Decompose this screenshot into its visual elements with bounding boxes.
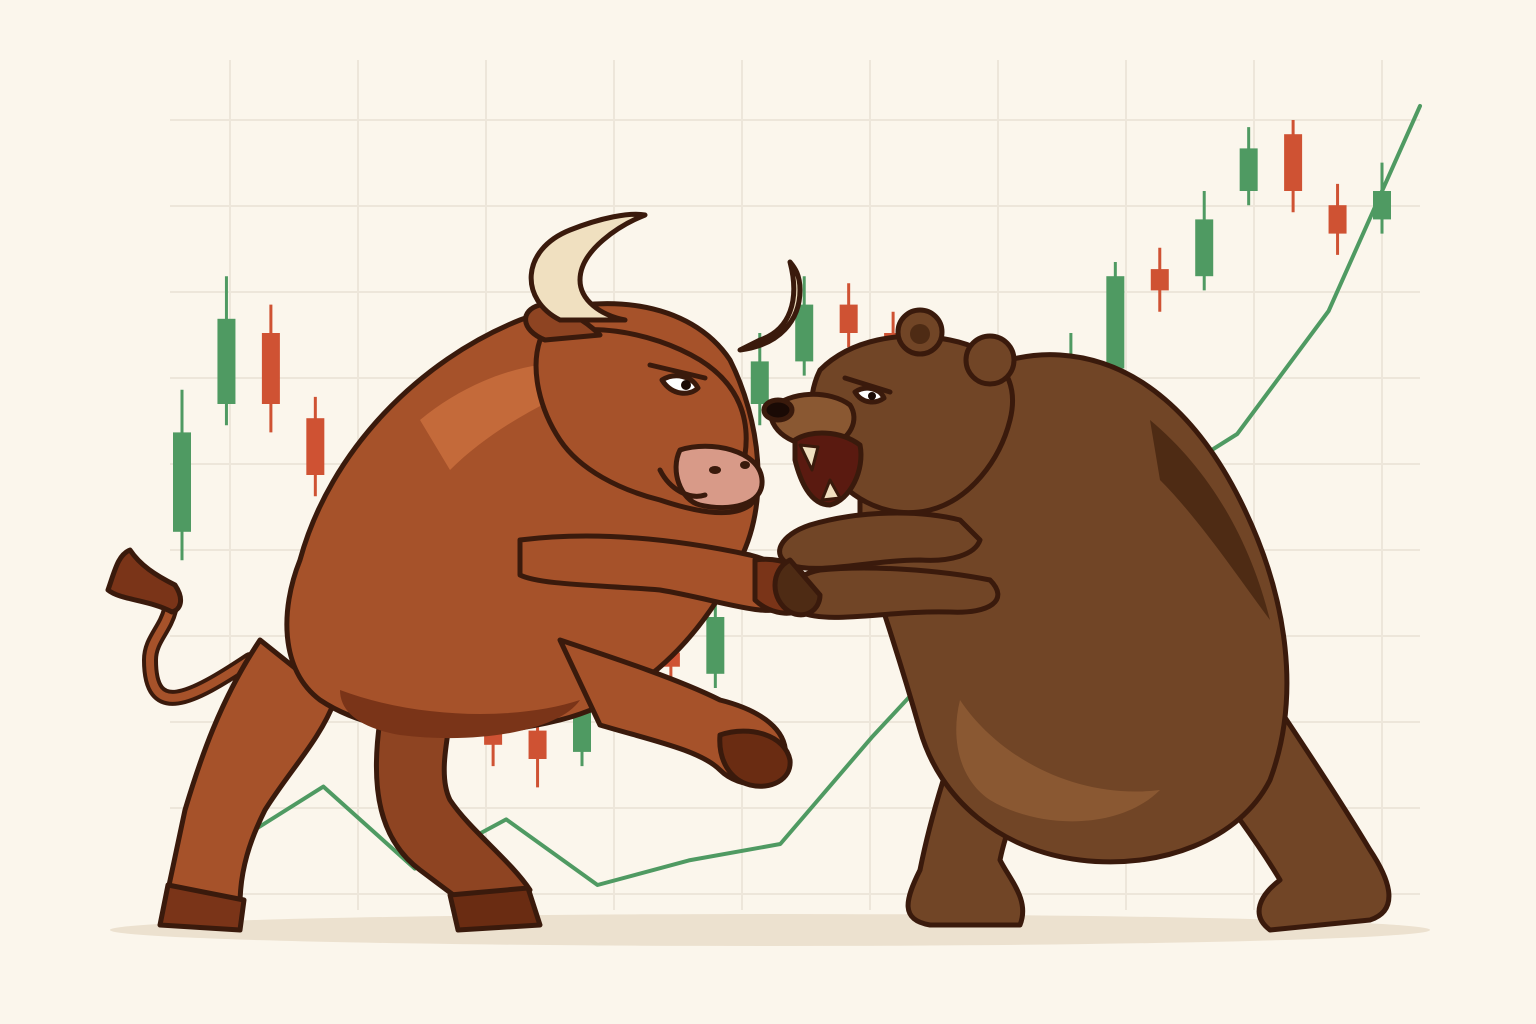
bull-horn-right [737,259,803,353]
bull-front-hoof [717,728,793,789]
candle-down [1150,269,1169,291]
bull-nostril [709,466,721,474]
bull-back-hoof-2 [447,885,543,933]
bull-back-leg-2 [373,717,533,903]
ground-shadow [110,914,1430,946]
candle-up [795,304,814,362]
bear-paw [772,557,823,618]
bull-illustration [105,211,814,933]
bear-illustration [761,307,1392,933]
candle-up [1195,219,1214,277]
candle-down [528,730,547,759]
candle-up [750,361,769,404]
bull-brow [647,362,708,381]
bull-tail-tuft [105,547,184,615]
candle-up [573,709,591,752]
bear-belly-light [956,700,1160,822]
candle-up [173,432,191,532]
candle-up [1239,148,1258,191]
bull-horn-left [528,211,648,323]
bear-nose [761,397,795,423]
bull-belly-shade [340,690,580,739]
bear-tooth-bottom [820,478,842,502]
bull-nostril-2 [740,461,750,469]
bull-tail-inner [146,606,254,702]
bear-ear-2 [963,333,1017,387]
bear-ear-inner [910,324,930,344]
bear-brow [842,375,893,395]
bull-pupil [681,380,691,390]
bull-back-hoof [157,882,247,933]
candle-down [839,304,858,333]
bear-back-shade [1150,420,1270,620]
candle-up [217,318,236,404]
bear-pupil [868,392,876,400]
candle-up [706,617,725,674]
bull-back-leg [165,637,338,908]
bull-snout [673,443,765,510]
bear-tooth-top [798,443,820,472]
candle-down [1328,205,1347,234]
candle-down [1284,134,1303,191]
candle-up [1106,276,1125,369]
candle-down [261,333,280,404]
bull-mouth [657,467,708,499]
candle-down [306,418,325,475]
